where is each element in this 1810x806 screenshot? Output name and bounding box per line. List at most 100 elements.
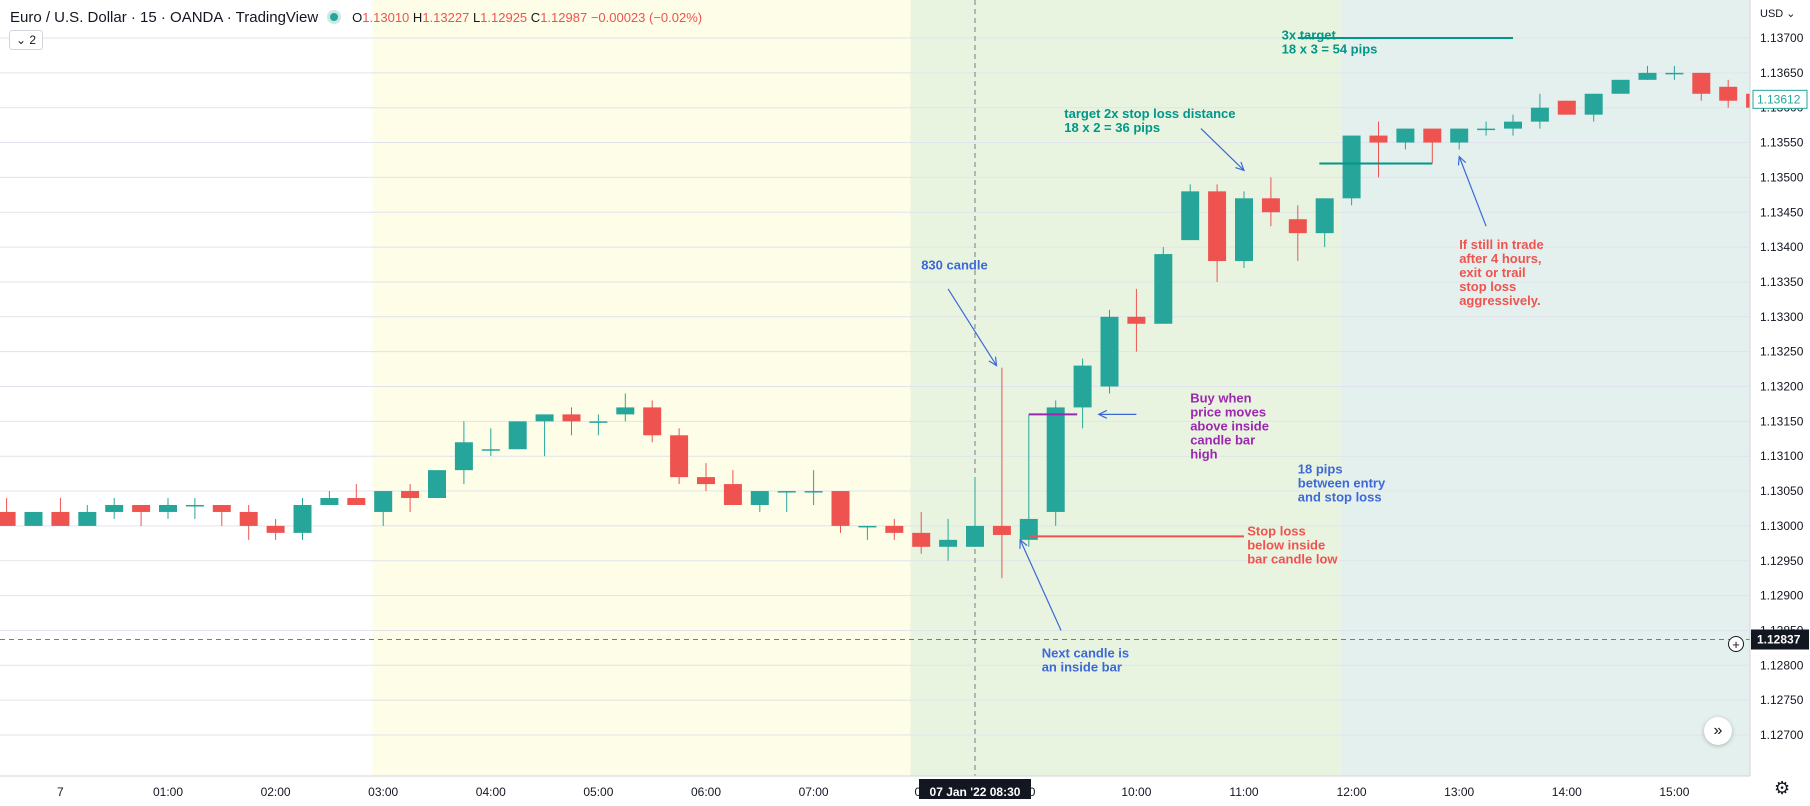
time-tick-label: 11:00	[1229, 785, 1258, 799]
candle-body	[777, 491, 796, 493]
candle	[78, 504, 97, 526]
candle-body	[105, 504, 124, 512]
annotation-arrow	[1458, 156, 1487, 227]
annotation-line: Buy when	[1190, 391, 1251, 406]
price-tick-label: 1.12900	[1760, 589, 1804, 603]
candle-body	[992, 525, 1011, 535]
price-tick-label: 1.12700	[1760, 728, 1804, 742]
candle-body	[804, 491, 823, 493]
candle	[992, 367, 1011, 579]
indicators-toggle-button[interactable]: ⌄ 2	[9, 30, 44, 50]
open-value: 1.13010	[362, 9, 410, 25]
candle	[1342, 135, 1361, 206]
candle-body	[1584, 93, 1603, 115]
candle-body	[912, 532, 931, 547]
candle	[1100, 309, 1119, 394]
candle	[885, 518, 904, 540]
candle	[1665, 65, 1684, 80]
candle-body	[239, 511, 258, 526]
symbol-title[interactable]: Euro / U.S. Dollar · 15 · OANDA · Tradin…	[10, 8, 319, 26]
crosshair-time-box	[919, 779, 1031, 799]
annotation-arrow	[947, 288, 998, 366]
candle	[831, 491, 850, 533]
candle-body	[589, 421, 608, 423]
time-tick-label: 02:00	[261, 785, 291, 799]
settings-gear-icon[interactable]: ⚙	[1774, 778, 1791, 798]
candle	[723, 470, 742, 505]
candle-body	[1611, 79, 1630, 94]
annotation-text: Stop loss below inside bar candle low	[1247, 524, 1338, 567]
candle	[293, 498, 312, 540]
candle	[212, 504, 231, 526]
candle-body	[723, 484, 742, 505]
candle	[777, 491, 796, 512]
candle-body	[51, 511, 70, 526]
candle-body	[1154, 254, 1173, 324]
candle-body	[1423, 128, 1442, 143]
candle	[1611, 79, 1630, 94]
annotation-arrowhead	[1019, 538, 1028, 549]
annotation-line: below inside	[1247, 538, 1325, 553]
price-tick-label: 1.13650	[1760, 66, 1804, 80]
candle-body	[939, 539, 958, 547]
candle-body	[1692, 72, 1711, 94]
candle	[347, 484, 366, 505]
candle-body	[885, 525, 904, 533]
candle	[939, 518, 958, 561]
candle	[1584, 93, 1603, 122]
annotation-line: Next candle is	[1042, 646, 1129, 661]
candle-body	[1450, 128, 1469, 143]
price-tick-label: 1.13550	[1760, 136, 1804, 150]
price-tick-label: 1.13450	[1760, 205, 1804, 219]
annotation-line: 18 pips	[1298, 462, 1343, 477]
candle	[0, 498, 16, 526]
candle-body	[508, 421, 527, 450]
candle	[1692, 72, 1711, 101]
price-tick-label: 1.13500	[1760, 170, 1804, 184]
candle-body	[454, 442, 473, 471]
candle	[320, 491, 339, 505]
candle	[159, 498, 177, 519]
session-band	[372, 0, 911, 776]
candle	[428, 470, 446, 499]
low-label: L	[472, 9, 481, 25]
time-tick-label: 13:00	[1444, 785, 1474, 799]
candle	[1423, 128, 1442, 164]
candle	[1557, 100, 1576, 115]
candle-body	[374, 491, 393, 512]
annotation-line: after 4 hours,	[1459, 251, 1541, 266]
annotation-arrow	[1200, 128, 1245, 171]
candle	[1127, 288, 1146, 352]
candle-body	[320, 498, 339, 505]
price-tick-label: 1.13000	[1760, 519, 1804, 533]
price-tick-label: 1.13150	[1760, 414, 1804, 428]
market-status-icon	[330, 13, 339, 21]
crosshair-price-box	[1751, 629, 1809, 650]
candle	[858, 525, 877, 540]
candle-body	[159, 504, 177, 512]
annotation-arrow	[1019, 539, 1062, 631]
annotation-line: Stop loss	[1247, 524, 1306, 539]
candle-body	[1504, 121, 1522, 129]
scroll-to-realtime-icon[interactable]: »	[1704, 717, 1732, 745]
candle-body	[266, 525, 285, 533]
price-axis-bg	[1750, 0, 1810, 806]
annotation-arrowhead	[1097, 409, 1108, 419]
candle	[1261, 177, 1280, 227]
candle	[643, 400, 662, 443]
candle	[1288, 205, 1307, 262]
candle-body	[831, 491, 850, 526]
add-plus-icon[interactable]: +	[1728, 636, 1744, 652]
annotation-line: 18 x 3 = 54 pips	[1282, 41, 1378, 56]
price-tick-label: 1.13400	[1760, 240, 1804, 254]
currency-label: USD ⌄	[1760, 8, 1796, 20]
close-label: C	[530, 9, 541, 25]
candle-body	[132, 504, 151, 512]
time-tick-label: 10:00	[1121, 785, 1151, 799]
candle-body	[1369, 135, 1388, 143]
current-price-box	[1752, 89, 1808, 109]
candle	[1073, 358, 1092, 429]
annotation-text: 18 pips between entry and stop loss	[1298, 462, 1386, 505]
candle-body	[481, 449, 500, 451]
